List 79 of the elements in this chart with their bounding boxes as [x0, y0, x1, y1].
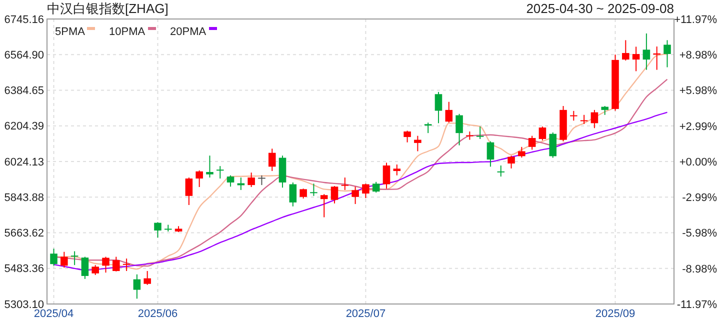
candlestick [300, 188, 307, 199]
candlestick [185, 177, 193, 206]
x-tick-label: 2025/06 [138, 308, 178, 320]
candlestick [580, 114, 588, 124]
y-tick-label: 6564.90 [4, 49, 44, 62]
chart-title: 中汉白银指数[ZHAG] [47, 1, 168, 16]
candlestick [60, 251, 68, 268]
y2-tick-label: -5.98% [682, 228, 718, 240]
y-tick-label: 5843.88 [4, 192, 44, 204]
candlestick [102, 256, 110, 274]
candlestick [330, 186, 338, 204]
candlestick [528, 135, 536, 150]
candlestick [258, 174, 266, 186]
legend-label: 5PMA [55, 26, 86, 38]
y-tick-label: 6024.13 [4, 156, 44, 168]
candlestick [445, 101, 453, 124]
y2-tick-label: +0.00% [679, 156, 718, 168]
candlestick [622, 40, 630, 62]
candlestick [352, 186, 359, 205]
candlestick [122, 258, 130, 272]
legend-label: 20PMA [170, 26, 207, 38]
candlestick [154, 222, 162, 238]
candlestick [382, 162, 390, 190]
candlestick [144, 270, 151, 286]
y-tick-label: 6384.65 [4, 85, 44, 98]
y2-tick-label: -11.97% [676, 298, 718, 311]
candlestick [518, 146, 526, 158]
candlestick [196, 170, 203, 188]
x-tick-label: 2025/04 [34, 308, 74, 320]
candlestick [486, 140, 494, 168]
candlestick [642, 32, 650, 70]
candlestick [393, 164, 401, 176]
legend-label: 10PMA [109, 26, 146, 38]
y-tick-label: 5303.10 [4, 298, 44, 311]
candlestick [570, 110, 578, 122]
candlestick [497, 164, 505, 178]
x-tick-label: 2025/09 [595, 308, 636, 320]
candlestick [112, 256, 120, 272]
candlestick [508, 155, 515, 169]
candlestick [310, 183, 318, 196]
candlestick [476, 126, 484, 140]
x-tick-label: 2025/07 [346, 308, 386, 320]
candlestick [320, 194, 328, 218]
candlestick [434, 91, 442, 124]
y2-tick-label: +2.99% [679, 120, 718, 133]
candlestick [549, 132, 557, 158]
y-tick-label: 5663.62 [4, 228, 44, 240]
y-tick-label: 5483.36 [4, 263, 44, 276]
y-tick-label: 6745.16 [4, 14, 44, 26]
candlestick [404, 130, 411, 143]
candlestick [289, 182, 297, 207]
candlestick [92, 264, 99, 276]
candlestick [226, 174, 234, 188]
candlestick [206, 155, 214, 178]
chart-subtitle: 2025-04-30 ~ 2025-09-08 [526, 1, 674, 16]
y2-tick-label: -2.99% [682, 192, 718, 204]
candlestick [70, 250, 78, 266]
candlestick [341, 177, 349, 190]
candlestick [81, 256, 89, 280]
candlestick [50, 248, 58, 266]
candlestick [268, 148, 276, 172]
candlestick [414, 135, 422, 152]
candlestick [248, 172, 255, 188]
y2-tick-label: -8.98% [682, 263, 718, 276]
candlestick [538, 126, 546, 141]
candlestick [372, 181, 380, 194]
candlestick [424, 122, 432, 134]
candlestick [216, 166, 224, 180]
y2-tick-label: +8.98% [679, 49, 718, 62]
candlestick [133, 274, 141, 300]
y2-tick-label: +11.97% [674, 14, 718, 26]
candlestick [632, 46, 640, 72]
y2-tick-label: +5.98% [679, 85, 718, 98]
candlestick [466, 130, 474, 140]
candlestick [590, 109, 598, 129]
candlestick [664, 40, 671, 68]
candlestick [456, 113, 463, 146]
candlestick [362, 183, 370, 199]
y-tick-label: 6204.39 [4, 120, 44, 133]
